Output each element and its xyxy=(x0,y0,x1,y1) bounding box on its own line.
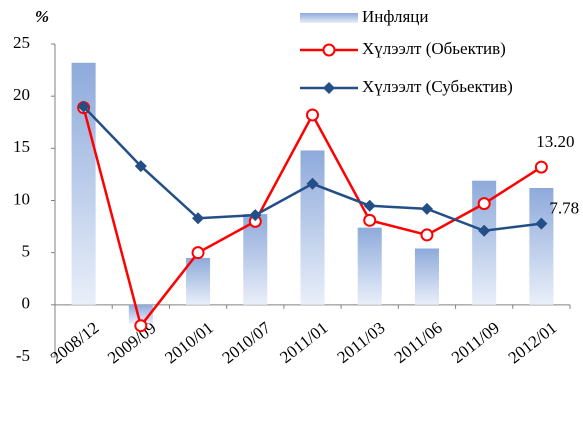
marker xyxy=(134,319,148,333)
y-tick-label: 20 xyxy=(13,85,30,104)
value-label: 13.20 xyxy=(536,132,574,151)
y-tick-label: 10 xyxy=(13,189,30,208)
legend-swatch xyxy=(300,13,358,23)
x-tick-label: 2010/01 xyxy=(161,318,217,367)
y-tick-label: 15 xyxy=(13,137,30,156)
x-tick-label: 2011/09 xyxy=(448,318,503,367)
marker xyxy=(535,217,548,230)
bar xyxy=(529,187,554,305)
legend-label: Хүлээлт (Обьектив) xyxy=(362,39,506,58)
bar xyxy=(243,214,268,305)
y-tick-label: -5 xyxy=(16,346,30,365)
legend-label: Инфляци xyxy=(362,7,428,26)
marker xyxy=(191,246,205,260)
x-tick-label: 2011/03 xyxy=(333,318,388,367)
y-tick-label: 25 xyxy=(13,33,30,52)
value-label: 7.78 xyxy=(549,199,579,218)
bar xyxy=(414,248,439,305)
legend-marker xyxy=(322,43,336,57)
x-tick-label: 2011/01 xyxy=(276,318,331,367)
marker xyxy=(534,160,548,174)
bar xyxy=(300,150,325,305)
marker xyxy=(306,177,319,190)
marker xyxy=(249,209,262,222)
legend-label: Хүлээлт (Субьектив) xyxy=(362,77,513,96)
bar xyxy=(186,257,211,305)
bar xyxy=(357,227,382,305)
marker xyxy=(363,213,377,227)
x-tick-label: 2009/09 xyxy=(104,318,160,367)
y-tick-label: 0 xyxy=(22,294,31,313)
marker xyxy=(363,199,376,212)
marker xyxy=(477,197,491,211)
x-tick-label: 2011/06 xyxy=(391,318,446,367)
legend-marker xyxy=(323,82,335,94)
marker xyxy=(420,202,433,215)
marker xyxy=(306,108,319,122)
x-tick-label: 2012/01 xyxy=(505,318,561,367)
bar xyxy=(71,62,96,305)
marker xyxy=(478,224,491,237)
marker xyxy=(77,100,90,113)
x-tick-label: 2010/07 xyxy=(219,318,275,368)
marker xyxy=(420,228,434,242)
marker xyxy=(134,160,147,173)
y-tick-label: 5 xyxy=(22,242,31,261)
y-axis-label: % xyxy=(35,7,49,26)
marker xyxy=(192,212,205,225)
